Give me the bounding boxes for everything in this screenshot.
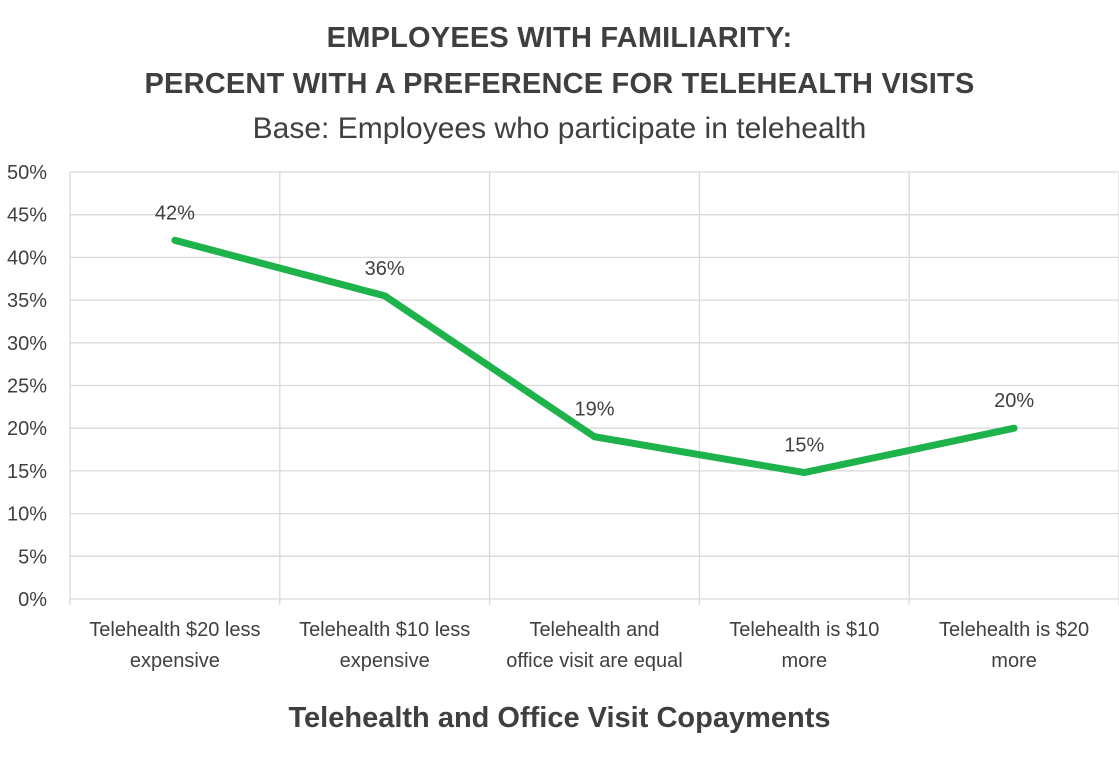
y-tick-label: 35% [7,290,47,312]
y-tick-label: 25% [7,376,47,398]
x-tick-label: Telehealth $20 less expensive [89,619,261,672]
y-tick-label: 20% [7,418,47,440]
series-line [171,236,1018,477]
y-tick-label: 45% [7,205,47,227]
data-label: 42% [155,202,195,224]
x-tick-label: Telehealth $10 less expensive [299,619,471,672]
data-label: 36% [365,258,405,280]
y-tick-label: 0% [18,589,47,611]
data-label: 19% [574,399,614,421]
y-tick-label: 50% [7,162,47,184]
chart-subtitle: Base: Employees who participate in teleh… [252,112,867,145]
line-chart: 0% 5% 10% 15% 20% 25% 30% 35% 40% 45% 50% 42% 36% 19%… [7,162,1119,611]
data-label: 20% [994,390,1034,412]
y-tick-label: 40% [7,247,47,269]
y-tick-label: 5% [18,546,47,568]
data-label: 15% [784,435,824,457]
x-tick-label: Telehealth is $20 more [939,619,1090,672]
y-tick-label: 10% [7,504,47,526]
y-tick-label: 15% [7,461,47,483]
chart-title-line-2: PERCENT WITH A PREFERENCE FOR TELEHEALTH… [144,68,975,100]
y-tick-label: 30% [7,333,47,355]
x-axis-title: Telehealth and Office Visit Copayments [288,702,831,734]
x-tick-label: Telehealth is $10 more [729,619,880,672]
x-tick-label: Telehealth and office visit are equal [506,619,683,672]
chart-title-line-1: EMPLOYEES WITH FAMILIARITY: [326,22,793,54]
